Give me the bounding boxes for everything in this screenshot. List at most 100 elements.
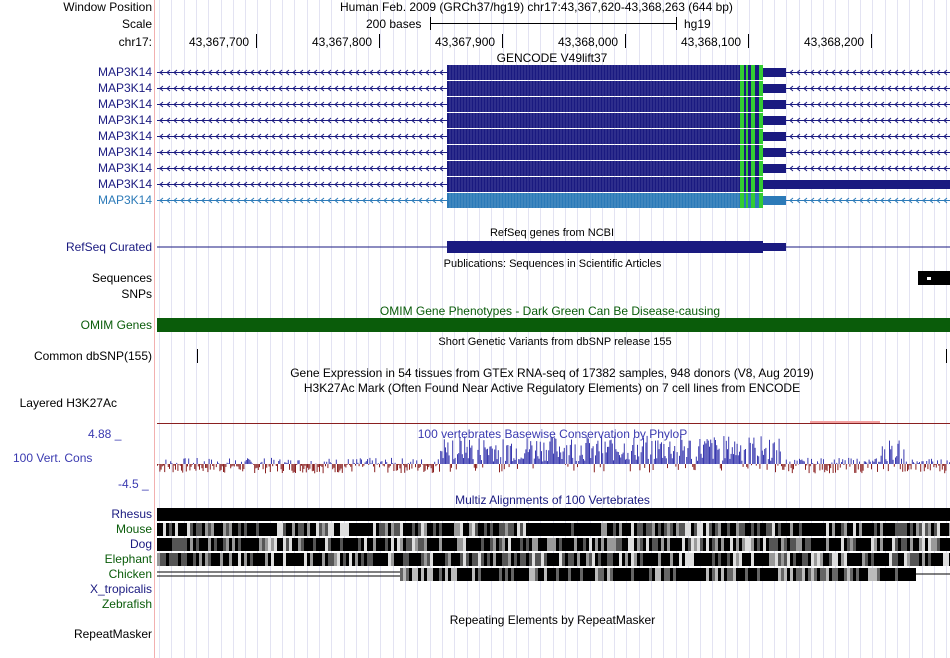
conservation-bar (430, 464, 432, 469)
alignment-block (424, 568, 427, 581)
omim-track-label[interactable]: OMIM Genes (80, 318, 152, 332)
alignment-block (175, 523, 178, 536)
h3k27ac-signal[interactable] (157, 423, 950, 424)
alignment-block (811, 553, 814, 566)
conservation-bar (213, 464, 215, 470)
refseq-track[interactable] (0, 0, 950, 260)
gencode-gene-label[interactable]: MAP3K14 (97, 129, 152, 143)
dbsnp-variant[interactable] (197, 349, 198, 363)
conservation-bar (255, 464, 257, 469)
strand-arrow (194, 197, 199, 204)
conservation-bar (580, 445, 582, 464)
conservation-bar (688, 440, 690, 464)
strand-arrow (817, 149, 822, 156)
alignment-block (172, 523, 175, 536)
cds-block (755, 129, 759, 144)
alignment-block (463, 568, 466, 581)
dbsnp-track-label[interactable]: Common dbSNP(155) (33, 349, 152, 363)
conservation-track-label[interactable]: 100 Vert. Cons (13, 451, 93, 465)
multiz-alignment-track[interactable] (0, 0, 950, 600)
conservation-bar (201, 464, 203, 469)
multiz-species-label[interactable]: Elephant (104, 552, 152, 566)
strand-arrow (817, 69, 822, 76)
conservation-bar (908, 464, 910, 470)
snps-track-label[interactable]: SNPs (121, 287, 152, 301)
gencode-gene-label[interactable]: MAP3K14 (97, 193, 152, 207)
h3k27ac-track-label[interactable]: Layered H3K27Ac (19, 396, 117, 410)
alignment-block (790, 538, 793, 551)
alignment-block (604, 568, 607, 581)
strand-arrow (880, 85, 885, 92)
alignment-block (403, 523, 406, 536)
alignment-block (847, 568, 850, 581)
strand-arrow (313, 181, 318, 188)
alignment-block (274, 553, 277, 566)
position-tick-mark (748, 34, 749, 48)
conservation-plot[interactable] (0, 0, 950, 500)
h3k27ac-peak[interactable] (810, 421, 880, 423)
start-codon-mark (759, 177, 763, 192)
dbsnp-variant[interactable] (946, 349, 947, 363)
strand-arrow (824, 149, 829, 156)
alignment-block (562, 538, 565, 551)
gencode-gene-label[interactable]: MAP3K14 (97, 97, 152, 111)
gencode-gene-label[interactable]: MAP3K14 (97, 161, 152, 175)
multiz-species-label[interactable]: Dog (129, 537, 152, 551)
gencode-gene-label[interactable]: MAP3K14 (97, 65, 152, 79)
alignment-block (319, 523, 322, 536)
alignment-block (823, 523, 826, 536)
strand-arrow (425, 197, 430, 204)
alignment-block (616, 553, 619, 566)
multiz-species-label[interactable]: Chicken (108, 567, 152, 581)
strand-arrow (222, 85, 227, 92)
alignment-block (226, 553, 229, 566)
gencode-utr (763, 164, 786, 173)
alignment-block (742, 568, 745, 581)
conservation-bar (620, 457, 622, 464)
sequences-track-label[interactable]: Sequences (91, 271, 152, 285)
strand-arrow (355, 165, 360, 172)
strand-arrow (838, 133, 843, 140)
repeatmasker-track-label[interactable]: RepeatMasker (73, 627, 152, 641)
alignment-block (613, 538, 616, 551)
conservation-bar (893, 464, 895, 467)
alignment-block (661, 553, 664, 566)
gencode-gene-label[interactable]: MAP3K14 (97, 177, 152, 191)
conservation-bar (827, 464, 829, 466)
conservation-bar (607, 446, 608, 464)
conservation-bar (569, 444, 571, 464)
strand-arrow (341, 117, 346, 124)
multiz-species-label[interactable]: Mouse (115, 522, 152, 536)
strand-arrow (817, 197, 822, 204)
alignment-block (451, 523, 454, 536)
gencode-utr (763, 100, 786, 109)
omim-gene-bar[interactable] (157, 318, 950, 332)
alignment-block (835, 553, 838, 566)
alignment-block (685, 523, 688, 536)
alignment-block (856, 568, 859, 581)
conservation-bar (436, 464, 438, 465)
gencode-gene-label[interactable]: MAP3K14 (97, 81, 152, 95)
alignment-block (487, 568, 490, 581)
conservation-bar (641, 446, 643, 464)
conservation-bar (206, 464, 208, 468)
conservation-bar (358, 464, 360, 467)
multiz-species-label[interactable]: Zebrafish (101, 597, 152, 611)
conservation-bar (519, 459, 521, 464)
conservation-bar (873, 461, 875, 464)
sequence-feature[interactable] (918, 271, 950, 285)
refseq-track-label[interactable]: RefSeq Curated (65, 240, 152, 254)
alignment-block (523, 553, 526, 566)
strand-arrow (201, 69, 206, 76)
position-tick: 43,368,200 (804, 35, 865, 49)
gencode-gene-label[interactable]: MAP3K14 (97, 145, 152, 159)
multiz-species-label[interactable]: Rhesus (111, 507, 152, 521)
multiz-species-label[interactable]: X_tropicalis (89, 582, 152, 596)
alignment-block (502, 568, 505, 581)
gencode-track[interactable] (0, 0, 950, 240)
gencode-gene-label[interactable]: MAP3K14 (97, 113, 152, 127)
strand-arrow (887, 69, 892, 76)
conservation-bar (605, 452, 607, 464)
strand-arrow (341, 149, 346, 156)
alignment-block (211, 553, 214, 566)
